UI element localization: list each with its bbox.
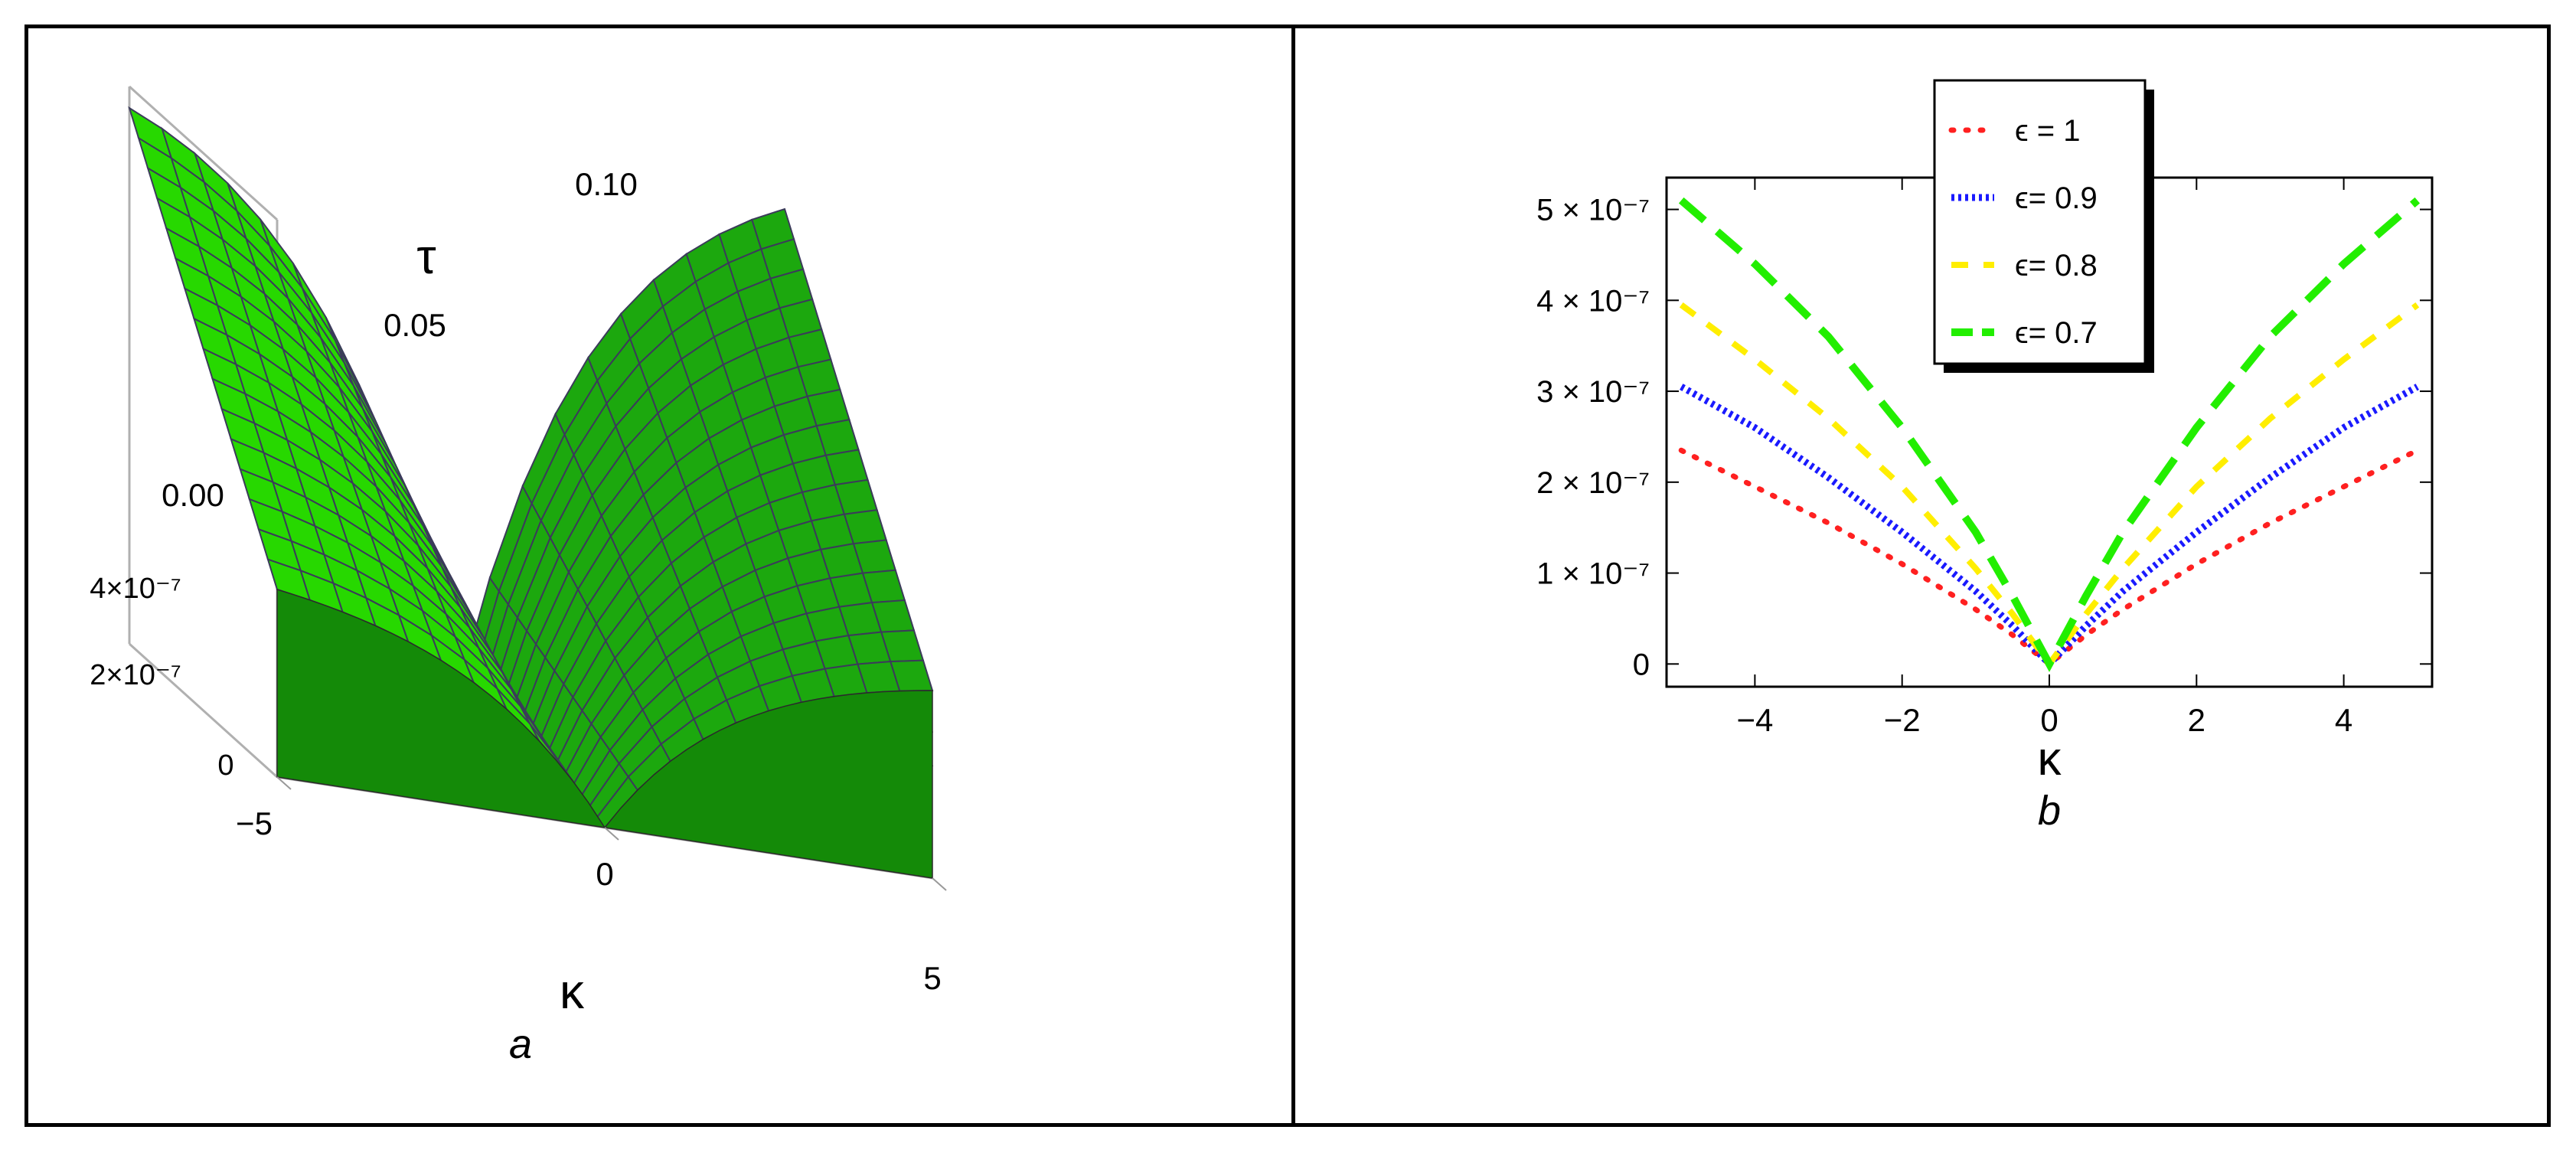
kappa-tick-label: 0 [596,856,613,892]
y-tick-label: 1 × 10⁻⁷ [1536,557,1650,591]
kappa-tick-label: 5 [923,960,941,996]
tau-tick-label: 0.10 [575,166,638,202]
x-tick-label: 0 [2040,702,2058,738]
x-tick-label: −2 [1884,702,1921,738]
y-tick-label: 4 × 10⁻⁷ [1536,284,1650,318]
figure-frame [24,24,2551,1127]
tau-tick-label: 0.05 [384,307,446,343]
kappa-tick-label: −5 [236,805,273,841]
surface [128,106,934,879]
x-tick-label: −4 [1736,702,1773,738]
legend-label: ϵ= 0.8 [2015,249,2098,282]
tau-tick-label: 0.00 [162,477,224,513]
box-edge [128,642,279,779]
y-tick-label: 0 [1633,648,1650,681]
legend-label: ϵ = 1 [2015,114,2081,148]
kappa-tick-mark [276,776,292,790]
x-tick-label: 4 [2335,702,2352,738]
kappa-tick-mark [932,877,947,891]
panel-b-caption: b [2038,788,2061,834]
panel-b-line-chart: −4 −2 0 2 4 0 1 × 10⁻⁷ 2 × 10⁻⁷ 3 × 10⁻⁷ 4 × 10⁻⁷… [1536,79,2434,834]
z-tick-label: 0 [217,749,233,782]
tau-axis-label: τ [416,229,436,284]
x-tick-label: 2 [2188,702,2205,738]
z-tick-label: 4×10⁻⁷ [90,573,181,605]
box-edge [128,85,279,221]
series-lines [1678,197,2421,672]
legend-label: ϵ= 0.9 [2015,181,2098,215]
legend: ϵ = 1 ϵ= 0.9 ϵ= 0.8 ϵ= 0.7 [1933,79,2154,373]
x-axis-label: κ [2038,733,2062,785]
surface-front-edge [276,588,933,879]
panel-a-caption: a [509,1021,532,1067]
y-tick-label: 5 × 10⁻⁷ [1536,194,1650,227]
legend-label: ϵ= 0.7 [2015,316,2098,350]
kappa-axis-label: κ [560,964,585,1019]
y-tick-label: 3 × 10⁻⁷ [1536,375,1650,409]
axis-ticks: −4 −2 0 2 4 0 1 × 10⁻⁷ 2 × 10⁻⁷ 3 × 10⁻⁷ 4 × 10⁻⁷… [1536,178,2432,738]
legend-box [1933,79,2147,365]
y-tick-label: 2 × 10⁻⁷ [1536,466,1650,500]
z-tick-label: 2×10⁻⁷ [90,659,181,691]
series-line [1678,197,2421,672]
kappa-tick-mark [604,827,619,841]
panel-divider [1291,24,1295,1127]
